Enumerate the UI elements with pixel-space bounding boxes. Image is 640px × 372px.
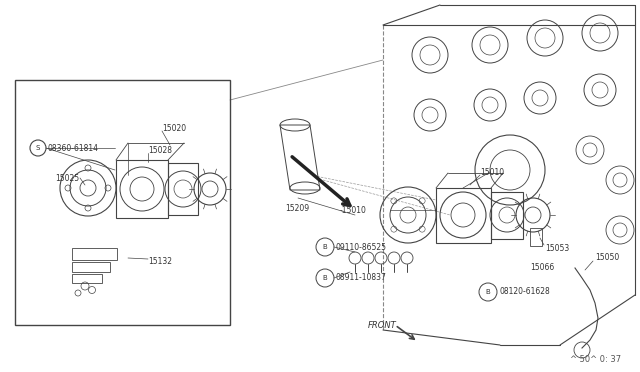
Bar — [168, 163, 198, 215]
Text: 15028: 15028 — [148, 145, 172, 154]
Text: B: B — [486, 289, 490, 295]
Text: 08911-10837: 08911-10837 — [336, 273, 387, 282]
Text: 15050: 15050 — [595, 253, 620, 263]
Bar — [116, 160, 168, 218]
Bar — [72, 274, 102, 283]
Bar — [72, 262, 110, 272]
Text: 15066: 15066 — [530, 263, 554, 273]
Bar — [530, 228, 542, 246]
Bar — [72, 248, 117, 260]
Bar — [436, 188, 491, 243]
Polygon shape — [280, 125, 320, 190]
Text: 15010: 15010 — [480, 167, 504, 176]
Text: 08360-61814: 08360-61814 — [48, 144, 99, 153]
Text: 09110-86525: 09110-86525 — [336, 243, 387, 251]
Text: 15209: 15209 — [285, 203, 309, 212]
Text: B: B — [323, 244, 328, 250]
Text: S: S — [36, 145, 40, 151]
Text: 15020: 15020 — [162, 124, 186, 132]
Text: -15010: -15010 — [340, 205, 367, 215]
Text: 15132: 15132 — [148, 257, 172, 266]
Text: 15025: 15025 — [55, 173, 79, 183]
Text: 15053: 15053 — [545, 244, 569, 253]
Bar — [15, 80, 230, 325]
Text: ^ 50^ 0: 37: ^ 50^ 0: 37 — [570, 356, 621, 365]
Bar — [491, 192, 523, 239]
Text: B: B — [323, 275, 328, 281]
Text: FRONT: FRONT — [368, 321, 397, 330]
Text: 08120-61628: 08120-61628 — [499, 288, 550, 296]
